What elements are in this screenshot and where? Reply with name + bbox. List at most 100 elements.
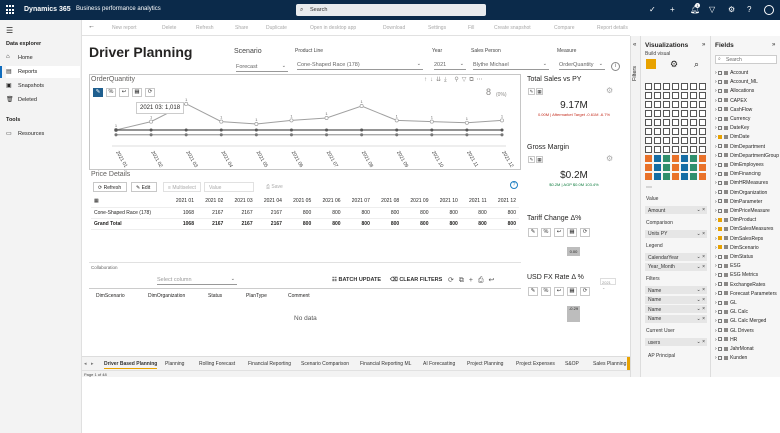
build-visual-icon[interactable] [646,59,656,69]
visual-type-icon[interactable] [654,110,661,117]
field-table-item[interactable]: › DimDate [715,134,750,140]
chevron-right-icon[interactable]: › [715,116,719,122]
visual-type-icon[interactable] [672,119,679,126]
refresh-icon[interactable]: ⟳ [145,88,155,97]
visual-type-icon[interactable] [672,83,679,90]
table-cell[interactable]: 2167 [255,207,285,219]
data-point[interactable] [465,128,469,132]
column-header[interactable]: 2021 12 [489,196,519,208]
table-cell[interactable]: 1068 [167,207,197,219]
data-point[interactable] [114,133,118,137]
data-point[interactable] [430,128,434,132]
visual-type-icon[interactable] [663,146,670,153]
checkbox[interactable] [718,162,723,167]
checkbox[interactable] [718,199,723,204]
visual-type-icon[interactable] [645,110,652,117]
visual-type-icon[interactable] [672,92,679,99]
filters-pane-collapsed[interactable]: « Filters [630,36,640,377]
chevron-right-icon[interactable]: › [715,180,719,187]
field-table-item[interactable]: › Allocations [715,88,754,94]
scenario-slicer[interactable]: Forecast ⌄ [236,62,288,72]
field-table-item[interactable]: › DimSalesMeasures [715,226,773,232]
data-point[interactable] [324,133,329,137]
cmd-create-snapshot[interactable]: Create snapshot [494,25,531,31]
chevron-right-icon[interactable]: › [715,152,719,159]
field-table-item[interactable]: › CashFlow [715,107,752,113]
table-cell[interactable]: 800 [314,218,344,230]
checkbox[interactable] [718,153,723,158]
cmd-share[interactable]: Share [235,25,249,31]
remove-field-icon[interactable]: ⌄ × [696,306,706,312]
data-point[interactable] [289,133,294,137]
well-field[interactable]: Name ⌄ × [645,314,707,323]
field-table-item[interactable]: › DimHRMeasures [715,180,768,186]
refresh-icon[interactable]: ⟳ [580,228,590,237]
visual-type-icon[interactable] [672,155,679,162]
visual-type-icon[interactable] [654,137,661,144]
visual-type-icon[interactable] [663,110,670,117]
visual-type-icon[interactable] [672,110,679,117]
edit-icon[interactable]: ✎ [528,88,535,95]
field-table-item[interactable]: › Kunden [715,355,747,361]
field-table-item[interactable]: › Forecast Parameters [715,291,777,297]
checkbox[interactable] [718,291,723,296]
table-cell[interactable]: 800 [489,218,519,230]
value-input[interactable]: Value [204,182,254,192]
help-icon[interactable]: ? [747,5,752,14]
select-column-dropdown[interactable]: Select column ⌄ [157,275,237,285]
chevron-right-icon[interactable]: › [715,309,719,316]
checkbox[interactable] [718,88,723,93]
chevron-right-icon[interactable]: › [715,125,719,132]
visual-type-icon[interactable] [654,146,661,153]
data-point[interactable] [149,128,153,132]
table-cell[interactable]: 800 [460,218,490,230]
tab-project-expenses[interactable]: Project Expenses [516,361,555,367]
data-point[interactable] [430,133,434,137]
refresh-button[interactable]: ⟳ Refresh [93,182,127,192]
visual-type-icon[interactable] [672,137,679,144]
remove-field-icon[interactable]: ⌄ × [696,339,706,345]
checkbox[interactable] [718,263,723,268]
visual-type-icon[interactable] [645,173,652,180]
checkbox[interactable] [718,116,723,121]
visual-type-icon[interactable] [699,164,706,171]
data-point[interactable] [395,133,399,137]
save-button[interactable]: ⎙ Save [262,182,286,192]
visual-type-icon[interactable] [654,173,661,180]
table-cell[interactable]: 800 [314,207,344,219]
data-point[interactable] [465,133,469,137]
data-point[interactable] [289,128,294,132]
data-point[interactable] [114,128,118,132]
checkbox[interactable] [718,328,723,333]
field-table-item[interactable]: › DimScenario [715,245,759,251]
data-point[interactable] [254,133,258,137]
back-arrow-icon[interactable]: ← [88,23,95,30]
visual-type-icon[interactable] [681,164,688,171]
visual-type-icon[interactable] [681,128,688,135]
nav-item-deleted[interactable]: 🗑︎ Deleted [6,94,80,106]
tab-prev-icon[interactable]: ◂ [84,361,87,367]
visual-type-icon[interactable] [645,119,652,126]
tab-financial-reporting[interactable]: Financial Reporting [248,361,292,367]
field-table-item[interactable]: › DimPriceMeasure [715,208,770,214]
well-field[interactable]: Year_Month ⌄ × [645,262,707,271]
visual-type-icon[interactable] [699,110,706,117]
field-table-item[interactable]: › JahrMonat [715,346,754,352]
notification-icon[interactable]: 🔔︎ [690,5,701,14]
visual-type-icon[interactable] [663,92,670,99]
visual-type-icon[interactable] [672,146,679,153]
visual-type-icon[interactable] [654,155,661,162]
waffle-icon[interactable] [6,5,16,15]
table-cell[interactable]: 2167 [226,218,256,230]
visual-type-icon[interactable] [654,83,661,90]
field-table-item[interactable]: › DimProduct [715,217,756,223]
checkbox[interactable] [718,346,723,351]
visual-type-icon[interactable] [690,164,697,171]
chevron-right-icon[interactable]: › [715,88,719,95]
tab-next-icon[interactable]: ▸ [91,361,94,367]
hamburger-icon[interactable]: ☰ [6,26,14,35]
checkbox[interactable] [718,309,723,314]
chart-header-icons[interactable]: ↑↓⇊⤓ ⚲▽⧉⋯ [424,77,486,83]
tab-ai-forecasting[interactable]: AI Forecasting [423,361,456,367]
visual-type-icon[interactable] [672,128,679,135]
